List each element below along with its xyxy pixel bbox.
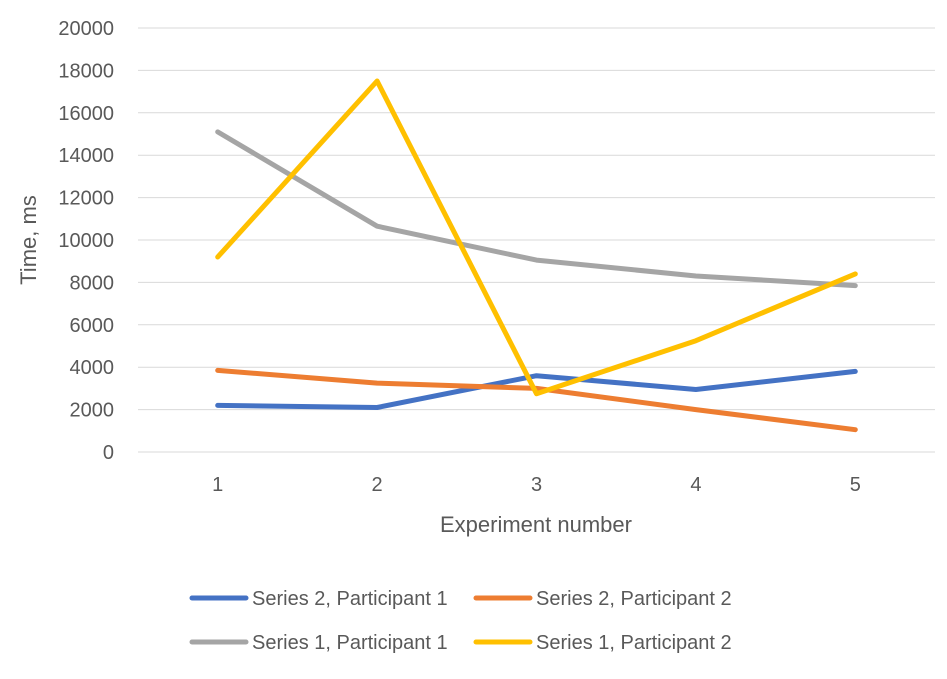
series-line-2 bbox=[215, 367, 858, 433]
y-tick-label: 4000 bbox=[70, 357, 115, 379]
y-tick-label: 8000 bbox=[70, 272, 115, 294]
y-axis-title: Time, ms bbox=[16, 195, 41, 285]
series-line-4 bbox=[215, 78, 858, 397]
x-tick-label: 5 bbox=[850, 474, 861, 496]
y-tick-label: 16000 bbox=[58, 103, 114, 125]
y-tick-label: 6000 bbox=[70, 315, 115, 337]
legend-label: Series 2, Participant 2 bbox=[536, 588, 732, 610]
legend-item: Series 1, Participant 2 bbox=[473, 632, 732, 654]
x-tick-label: 2 bbox=[372, 474, 383, 496]
legend-label: Series 1, Participant 2 bbox=[536, 632, 732, 654]
x-axis-tick-labels: 1 2 3 4 5 bbox=[212, 474, 861, 496]
y-tick-label: 20000 bbox=[58, 18, 114, 40]
y-tick-label: 2000 bbox=[70, 400, 115, 422]
legend: Series 2, Participant 1 Series 2, Partici… bbox=[189, 588, 732, 654]
legend-label: Series 1, Participant 1 bbox=[252, 632, 448, 654]
series-line-3 bbox=[215, 129, 858, 289]
y-tick-label: 10000 bbox=[58, 230, 114, 252]
y-tick-label: 0 bbox=[103, 442, 114, 464]
legend-item: Series 2, Participant 1 bbox=[189, 588, 448, 610]
series-lines bbox=[215, 78, 858, 433]
x-axis-title: Experiment number bbox=[440, 512, 632, 537]
legend-item: Series 2, Participant 2 bbox=[473, 588, 732, 610]
x-tick-label: 1 bbox=[212, 474, 223, 496]
gridlines bbox=[138, 27, 935, 411]
y-tick-label: 12000 bbox=[58, 188, 114, 210]
legend-label: Series 2, Participant 1 bbox=[252, 588, 448, 610]
series-line-1 bbox=[215, 368, 858, 410]
x-tick-label: 3 bbox=[531, 474, 542, 496]
y-axis-tick-labels: 0 2000 4000 6000 8000 10000 12000 14000 16000 180… bbox=[58, 18, 114, 464]
x-tick-label: 4 bbox=[690, 474, 701, 496]
y-tick-label: 14000 bbox=[58, 145, 114, 167]
legend-item: Series 1, Participant 1 bbox=[189, 632, 448, 654]
y-tick-label: 18000 bbox=[58, 60, 114, 82]
